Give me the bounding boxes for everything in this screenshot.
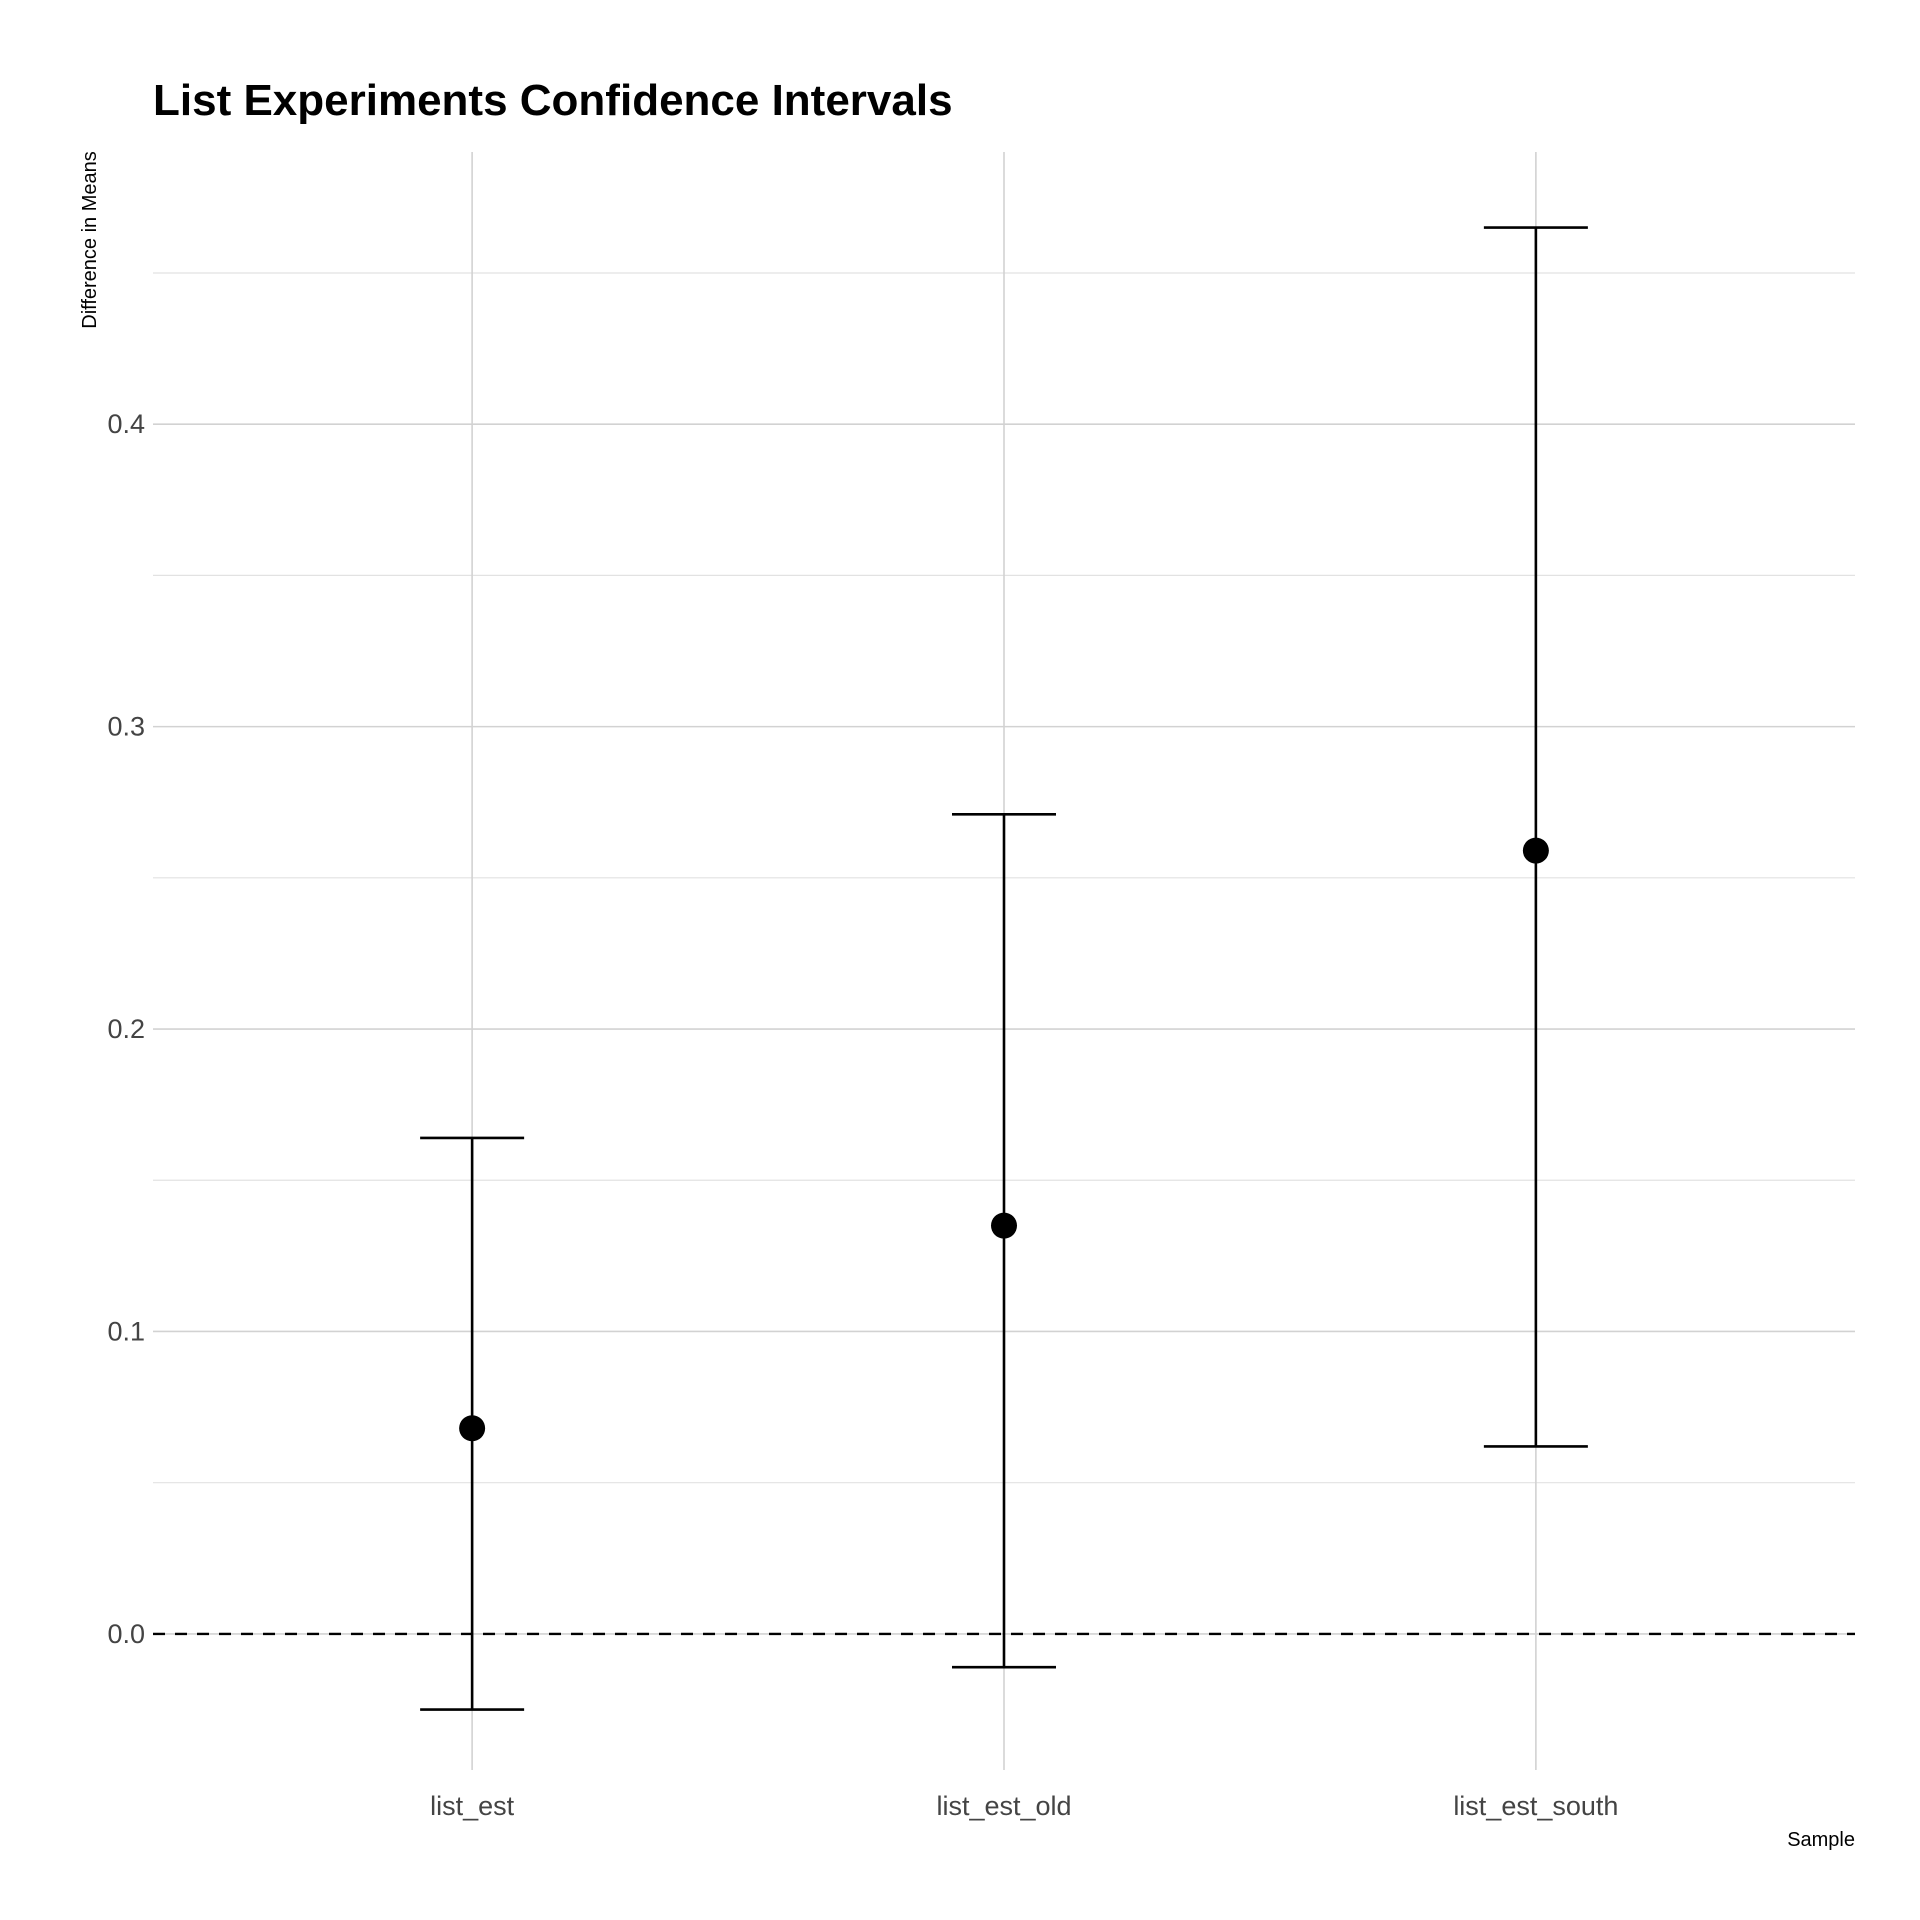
x-tick-label: list_est_old [936, 1791, 1071, 1821]
y-tick-label: 0.1 [107, 1316, 145, 1346]
y-tick-label: 0.0 [107, 1619, 145, 1649]
x-tick-label: list_est [430, 1791, 515, 1821]
chart-title: List Experiments Confidence Intervals [153, 76, 953, 125]
y-tick-label: 0.3 [107, 712, 145, 742]
error-bars [420, 226, 1588, 1711]
y-tick-label: 0.2 [107, 1014, 145, 1044]
y-tick-label: 0.4 [107, 409, 145, 439]
x-axis-title: Sample [1787, 1829, 1855, 1851]
x-axis-ticks: list_est list_est_old list_est_south [430, 1791, 1618, 1821]
y-axis-ticks: 0.0 0.1 0.2 0.3 0.4 [107, 409, 145, 1649]
x-tick-label: list_est_south [1453, 1791, 1618, 1821]
point-estimate-list_est_south [1522, 837, 1549, 864]
y-axis-title: Difference in Means [79, 151, 101, 329]
point-estimate-list_est [459, 1415, 486, 1442]
point-estimate-list_est_old [991, 1212, 1017, 1239]
